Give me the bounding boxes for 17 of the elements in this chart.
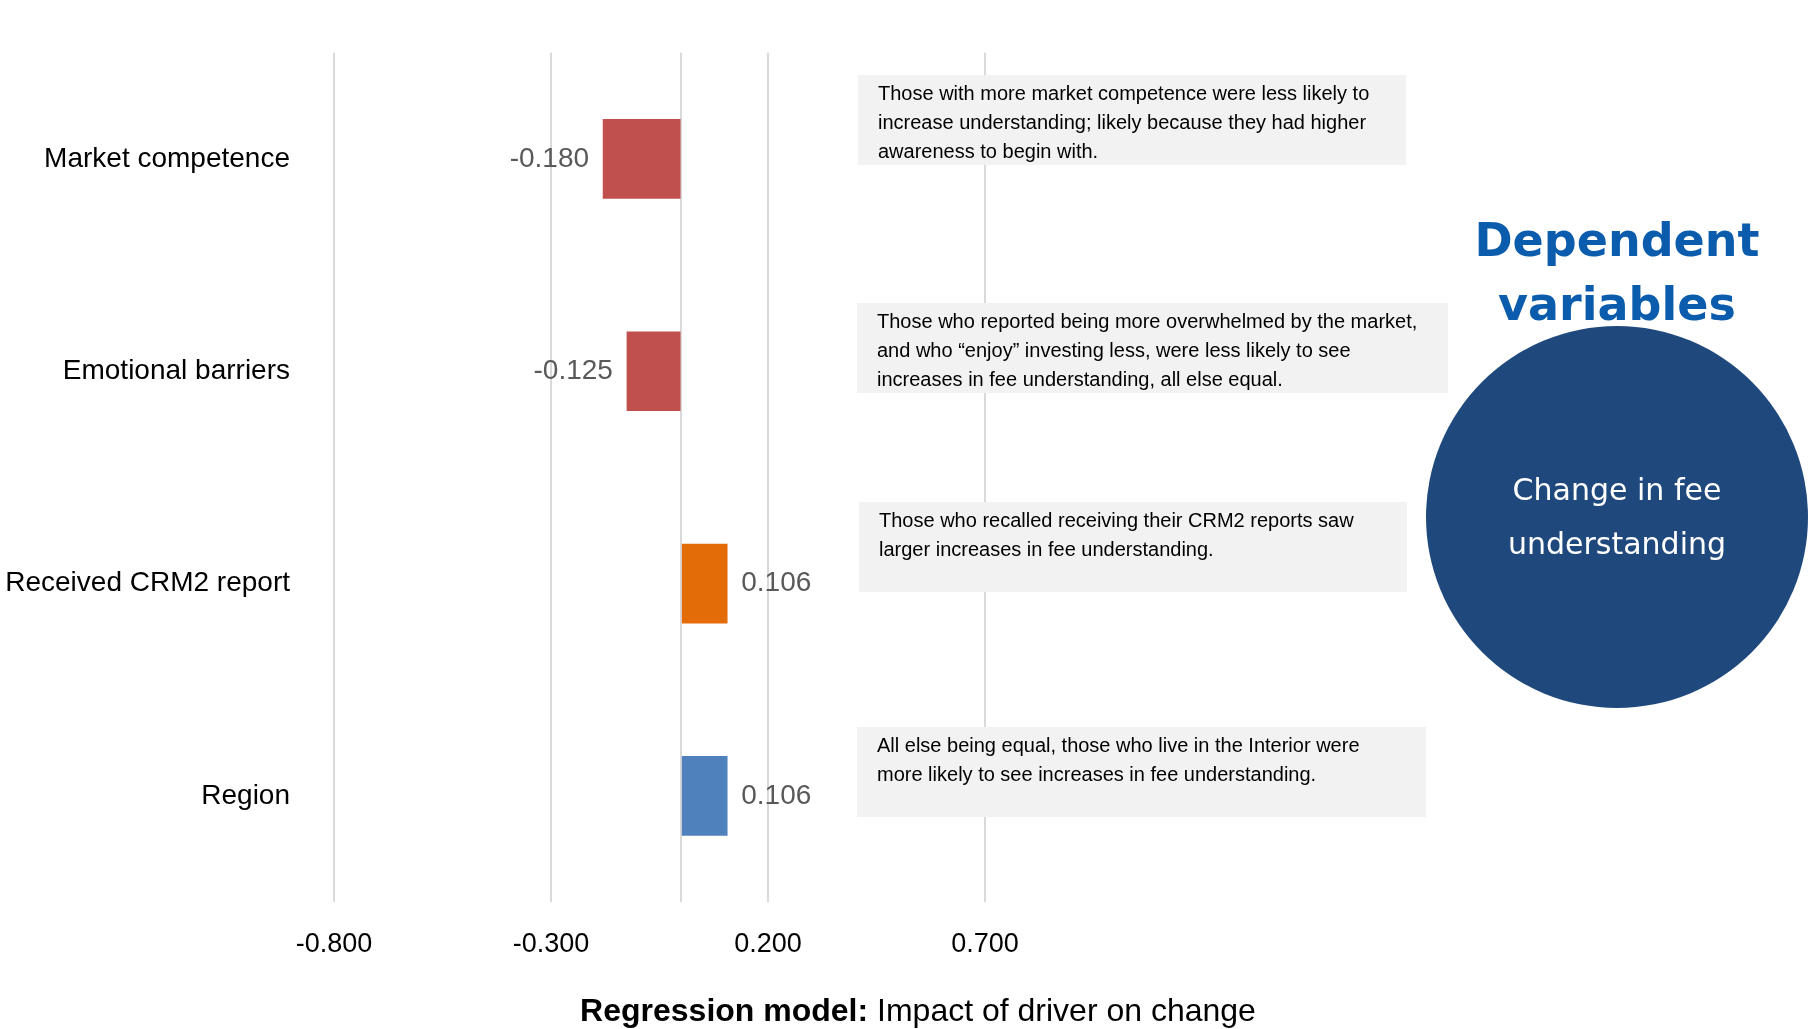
y-tick-label: Emotional barriers (62, 353, 290, 385)
annotation: Those who reported being more overwhelmed by the market, and who “enjoy” investing less, were less likely to see increases in fee understanding, all else equal. (876, 309, 1419, 392)
data-label: 0.106 (741, 778, 812, 810)
x-tick-label: -0.300 (512, 927, 590, 958)
data-label: -0.125 (533, 353, 613, 385)
y-tick-label: Region (201, 778, 290, 810)
y-tick-label: Market competence (44, 141, 290, 173)
x-tick-label: 0.200 (734, 927, 802, 958)
annotation: Those with more market competence were less likely to increase understanding; likely because they had higher awareness to begin with. (877, 81, 1371, 164)
text: Change in fee understanding (1506, 471, 1728, 563)
data-label: -0.180 (509, 141, 590, 173)
data-label: 0.106 (741, 566, 812, 598)
x-tick-label: -0.800 (295, 927, 373, 958)
x-tick-label: 0.700 (951, 927, 1019, 958)
x-axis-title: Regression model: Impact of driver on change (580, 992, 1256, 1029)
y-tick-label: Received CRM2 report (5, 566, 291, 598)
text: Dependent variables (1473, 212, 1761, 333)
